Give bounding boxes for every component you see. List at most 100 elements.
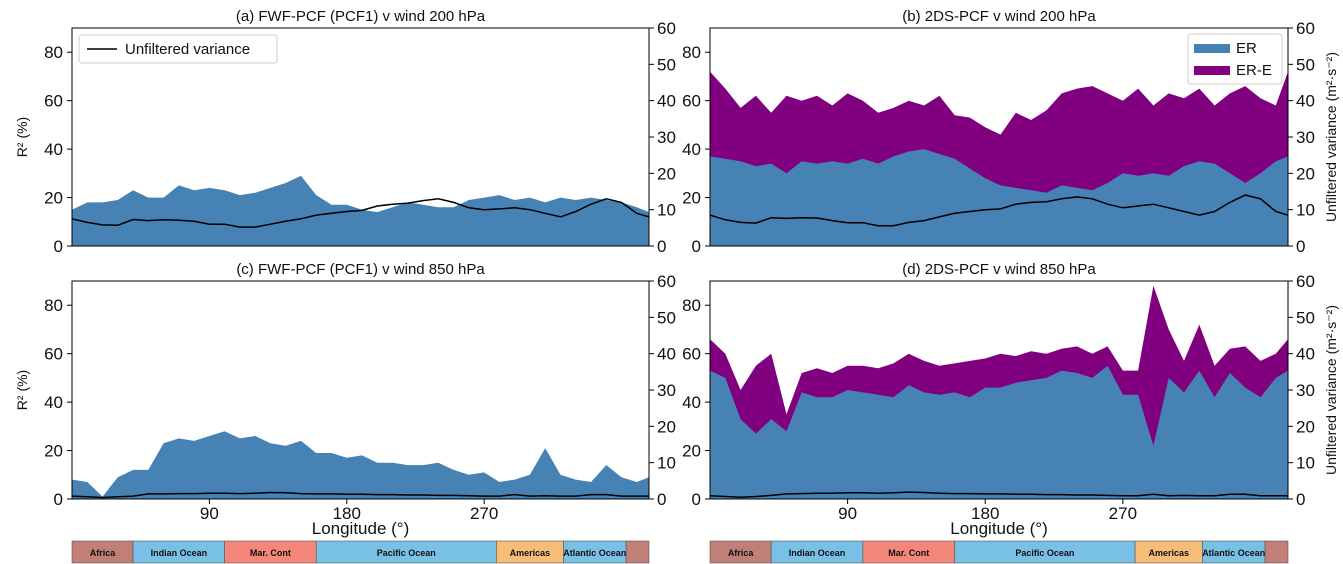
region-segment xyxy=(625,540,650,564)
y2-axis-label: Unfiltered variance (m²·s⁻²) xyxy=(1323,52,1339,222)
y2tick-label: 60 xyxy=(657,272,676,291)
panel-a: (a) FWF-PCF (PCF1) v wind 200 hPa 0 20 40 60… xyxy=(14,8,676,256)
ytick-label: 0 xyxy=(54,237,63,256)
y2tick-label: 50 xyxy=(657,308,676,327)
xtick-label: 180 xyxy=(333,504,361,523)
y2tick-label: 20 xyxy=(1296,164,1315,183)
y2tick-label: 50 xyxy=(1296,308,1315,327)
y2tick-label: 30 xyxy=(657,128,676,147)
xtick-label: 180 xyxy=(971,504,999,523)
y2tick-label: 30 xyxy=(1296,381,1315,400)
region-label: Africa xyxy=(728,548,755,558)
xtick-label: 90 xyxy=(200,504,219,523)
panel-title-a: (a) FWF-PCF (PCF1) v wind 200 hPa xyxy=(236,8,486,25)
y2tick-label: 10 xyxy=(657,201,676,220)
legend-label: ER xyxy=(1236,40,1257,57)
y2tick-label: 30 xyxy=(1296,128,1315,147)
ytick-label: 0 xyxy=(692,490,701,509)
ytick-label: 40 xyxy=(682,140,701,159)
area-c-r2 xyxy=(72,431,649,499)
variance-line-d xyxy=(710,491,1288,498)
region-label: Mar. Cont xyxy=(888,548,929,558)
y2tick-label: 10 xyxy=(657,454,676,473)
ytick-label: 0 xyxy=(692,237,701,256)
region-label: Mar. Cont xyxy=(250,548,291,558)
y2tick-label: 20 xyxy=(657,164,676,183)
y2tick-label: 50 xyxy=(1296,55,1315,74)
variance-line-c xyxy=(72,491,649,499)
variance-line-b xyxy=(710,194,1288,227)
y2tick-label: 40 xyxy=(657,345,676,364)
panel-title-c: (c) FWF-PCF (PCF1) v wind 850 hPa xyxy=(236,261,485,278)
y2tick-label: 20 xyxy=(1296,417,1315,436)
y2tick-label: 60 xyxy=(1296,19,1315,38)
panel-d: (d) 2DS-PCF v wind 850 hPa 0 20 40 60 80 0 10 20… xyxy=(682,261,1339,538)
xtick-label: 270 xyxy=(470,504,498,523)
plot-area-d xyxy=(710,285,1288,499)
legend-box xyxy=(78,34,278,64)
panel-b: (b) 2DS-PCF v wind 200 hPa 0 20 40 60 80 0 10 20… xyxy=(682,8,1339,256)
y2tick-label: 0 xyxy=(1296,490,1305,509)
region-label: Atlantic Ocean xyxy=(1202,548,1265,558)
area-b-er xyxy=(710,149,1288,246)
ytick-label: 60 xyxy=(682,345,701,364)
y2tick-label: 40 xyxy=(657,92,676,111)
legend-label: Unfiltered variance xyxy=(125,41,250,58)
panel-c: (c) FWF-PCF (PCF1) v wind 850 hPa 0 20 40 60… xyxy=(14,261,676,538)
y-axis-label: R² (%) xyxy=(14,370,30,410)
region-label: Indian Ocean xyxy=(789,548,846,558)
panel-title-b: (b) 2DS-PCF v wind 200 hPa xyxy=(902,8,1096,25)
plot-area-c xyxy=(72,431,649,499)
region-bar-d: Africa Indian Ocean Mar. Cont Pacific Ocean… xyxy=(709,540,1289,564)
legend-a: Unfiltered variance xyxy=(78,34,278,64)
ytick-label: 60 xyxy=(682,92,701,111)
ytick-label: 20 xyxy=(682,442,701,461)
xtick-label: 270 xyxy=(1109,504,1137,523)
panel-title-d: (d) 2DS-PCF v wind 850 hPa xyxy=(902,261,1096,278)
y2tick-label: 0 xyxy=(1296,237,1305,256)
legend-swatch-er-e xyxy=(1194,66,1230,75)
y2tick-label: 60 xyxy=(1296,272,1315,291)
region-label: Americas xyxy=(510,548,551,558)
region-label: Africa xyxy=(90,548,117,558)
ytick-label: 40 xyxy=(44,393,63,412)
ytick-label: 20 xyxy=(682,189,701,208)
y2tick-label: 10 xyxy=(1296,201,1315,220)
ytick-label: 20 xyxy=(44,442,63,461)
x-axis-label: Longitude (°) xyxy=(950,519,1048,538)
region-label: Pacific Ocean xyxy=(1015,548,1074,558)
y2tick-label: 20 xyxy=(657,417,676,436)
ytick-label: 40 xyxy=(44,140,63,159)
ytick-label: 80 xyxy=(682,296,701,315)
y2tick-label: 30 xyxy=(657,381,676,400)
ytick-label: 80 xyxy=(44,296,63,315)
legend-swatch-er xyxy=(1194,44,1230,53)
ytick-label: 20 xyxy=(44,189,63,208)
x-axis-label: Longitude (°) xyxy=(312,519,410,538)
y2-axis-label: Unfiltered variance (m²·s⁻²) xyxy=(1323,305,1339,475)
plot-area-b xyxy=(710,71,1288,246)
y2tick-label: 60 xyxy=(657,19,676,38)
ytick-label: 80 xyxy=(682,43,701,62)
region-label: Pacific Ocean xyxy=(377,548,436,558)
ytick-label: 40 xyxy=(682,393,701,412)
region-label: Americas xyxy=(1148,548,1189,558)
area-d-er xyxy=(710,365,1288,499)
y2tick-label: 10 xyxy=(1296,454,1315,473)
region-label: Atlantic Ocean xyxy=(563,548,626,558)
ytick-label: 60 xyxy=(44,345,63,364)
y2tick-label: 0 xyxy=(657,237,666,256)
y-axis-label: R² (%) xyxy=(14,117,30,157)
variance-line-a xyxy=(72,198,649,228)
y2tick-label: 50 xyxy=(657,55,676,74)
plot-area-a xyxy=(72,175,649,246)
y2tick-label: 40 xyxy=(1296,92,1315,111)
y2tick-label: 0 xyxy=(657,490,666,509)
ytick-label: 0 xyxy=(54,490,63,509)
xtick-label: 90 xyxy=(838,504,857,523)
ytick-label: 60 xyxy=(44,92,63,111)
region-segment xyxy=(1264,540,1289,564)
ytick-label: 80 xyxy=(44,43,63,62)
region-label: Indian Ocean xyxy=(151,548,208,558)
